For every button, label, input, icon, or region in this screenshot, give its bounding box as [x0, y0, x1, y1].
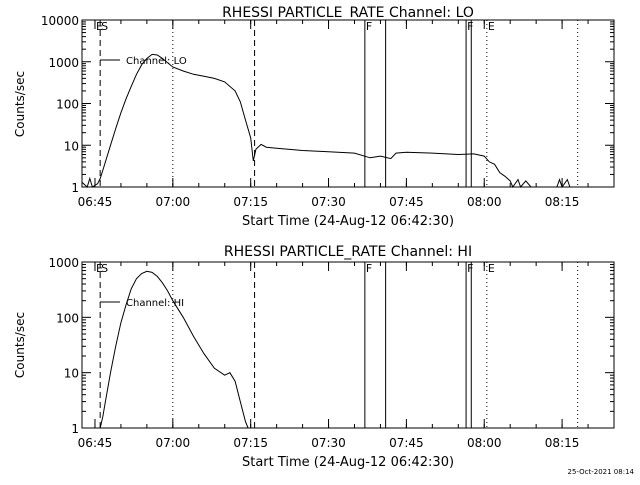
panel-2-xtick-label: 08:15 — [545, 436, 580, 450]
panel-1-flag-label: F — [467, 20, 473, 33]
panel-1-xtick-label: 07:00 — [156, 195, 191, 209]
panel-2-xtick-label: 08:00 — [467, 436, 502, 450]
panel-1-flag-label: E — [488, 20, 495, 33]
panel-1-legend-label: Channel: LO — [126, 56, 187, 67]
panel-2-flag-label: E — [96, 262, 103, 275]
footer-timestamp: 25-Oct-2021 08:14 — [568, 468, 635, 476]
panel-1-flag-label: S — [101, 20, 108, 33]
panel-2-flag-label: S — [101, 262, 108, 275]
panel-2-xtick-label: 07:15 — [233, 436, 268, 450]
panel-1-series-line — [81, 53, 571, 189]
panel-2-xtick-label: 06:45 — [78, 436, 113, 450]
panel-2-ytick-label: 10 — [64, 367, 79, 381]
panel-1-flag-label: E — [96, 20, 103, 33]
panel-1-plot-frame — [81, 19, 615, 188]
panel-1-ytick-label: 10 — [64, 139, 79, 153]
panel-1-y-axis-label: Counts/sec — [13, 71, 27, 137]
panel-1-xtick-label: 07:30 — [311, 195, 346, 209]
panel-2-xtick-label: 07:45 — [389, 436, 424, 450]
panel-2-ytick-label: 100 — [56, 311, 79, 325]
panel-2-flag-label: E — [488, 262, 495, 275]
panel-2-plot-frame — [81, 261, 615, 429]
panel-1-flag-label: F — [366, 20, 372, 33]
panel-1-title: RHESSI PARTICLE_RATE Channel: LO — [222, 5, 474, 21]
panel-1-ytick-label: 1 — [71, 181, 79, 195]
panel-2-flag-label: F — [467, 262, 473, 275]
panel-1-xtick-label: 06:45 — [78, 195, 113, 209]
panel-2-y-axis-label: Counts/sec — [13, 312, 27, 378]
panel-1-xtick-label: 08:15 — [545, 195, 580, 209]
panel-1-ytick-label: 10000 — [41, 14, 79, 28]
panel-2-x-axis-label: Start Time (24-Aug-12 06:42:30) — [242, 455, 454, 470]
panel-2-legend-label: Channel: HI — [126, 298, 184, 309]
panel-1-xtick-label: 07:45 — [389, 195, 424, 209]
panel-2-xtick-label: 07:00 — [156, 436, 191, 450]
panel-2-xtick-label: 07:30 — [311, 436, 346, 450]
panel-2-title: RHESSI PARTICLE_RATE Channel: HI — [224, 244, 472, 260]
panel-1-ytick-label: 100 — [56, 98, 79, 112]
panel-1-x-axis-label: Start Time (24-Aug-12 06:42:30) — [242, 214, 454, 229]
panel-1-xtick-label: 08:00 — [467, 195, 502, 209]
panel-1-ytick-label: 1000 — [48, 56, 79, 70]
panel-2-ytick-label: 1 — [71, 422, 79, 436]
panel-2-flag-label: F — [366, 262, 372, 275]
panel-2-ytick-label: 1000 — [48, 256, 79, 270]
panel-2-series-line — [99, 270, 249, 429]
panel-1-xtick-label: 07:15 — [233, 195, 268, 209]
